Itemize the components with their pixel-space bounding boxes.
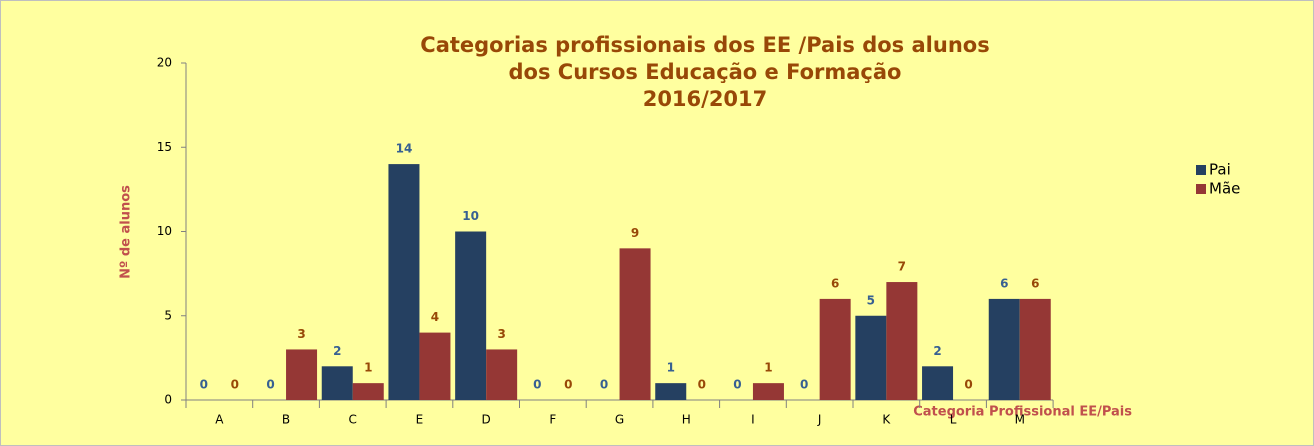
bar xyxy=(819,298,851,400)
data-label: 10 xyxy=(462,209,479,223)
data-label: 3 xyxy=(297,327,305,341)
data-label: 14 xyxy=(396,142,413,156)
bar xyxy=(619,248,651,400)
data-label: 6 xyxy=(1031,276,1039,290)
data-label: 0 xyxy=(231,378,239,392)
y-tick-label: 10 xyxy=(157,224,172,238)
data-label: 0 xyxy=(733,378,741,392)
x-tick-label: A xyxy=(215,413,224,427)
y-tick-label: 5 xyxy=(164,308,172,322)
data-label: 7 xyxy=(898,260,906,274)
bar xyxy=(922,366,954,400)
x-tick-label: G xyxy=(615,413,624,427)
x-tick-label: B xyxy=(282,413,290,427)
legend-swatch xyxy=(1196,165,1206,175)
legend-label: Pai xyxy=(1209,161,1231,179)
chart-title: dos Cursos Educação e Formação xyxy=(509,60,902,84)
y-axis-title: Nº de alunos xyxy=(119,185,134,279)
x-tick-label: M xyxy=(1015,413,1025,427)
x-tick-label: F xyxy=(549,413,556,427)
bar xyxy=(286,349,318,400)
bar xyxy=(752,383,784,400)
data-label: 0 xyxy=(800,378,808,392)
bar xyxy=(321,366,353,400)
y-tick-label: 15 xyxy=(157,140,172,154)
data-label: 0 xyxy=(698,378,706,392)
data-label: 2 xyxy=(333,344,341,358)
y-tick-label: 0 xyxy=(164,393,172,407)
x-tick-label: J xyxy=(817,413,822,427)
bar xyxy=(419,332,451,400)
data-label: 0 xyxy=(200,378,208,392)
data-label: 0 xyxy=(533,378,541,392)
data-label: 2 xyxy=(933,344,941,358)
legend-swatch xyxy=(1196,184,1206,194)
bar xyxy=(886,282,918,400)
x-tick-label: L xyxy=(950,413,957,427)
legend-label: Mãe xyxy=(1209,180,1240,198)
data-label: 0 xyxy=(600,378,608,392)
bar xyxy=(855,315,887,400)
data-label: 1 xyxy=(764,361,772,375)
y-tick-label: 20 xyxy=(157,56,172,70)
data-label: 6 xyxy=(1000,276,1008,290)
bar xyxy=(486,349,518,400)
data-label: 0 xyxy=(266,378,274,392)
data-label: 5 xyxy=(867,293,875,307)
x-axis-title: Categoria Profissional EE/Pais xyxy=(913,405,1132,420)
data-label: 1 xyxy=(667,361,675,375)
chart-title: Categorias profissionais dos EE /Pais do… xyxy=(420,33,989,57)
data-label: 0 xyxy=(964,378,972,392)
data-label: 3 xyxy=(497,327,505,341)
x-tick-label: C xyxy=(349,413,357,427)
bar xyxy=(1019,298,1051,400)
bar xyxy=(988,298,1020,400)
x-tick-label: H xyxy=(682,413,691,427)
bar xyxy=(455,231,487,400)
data-label: 9 xyxy=(631,226,639,240)
data-label: 4 xyxy=(431,310,439,324)
data-label: 0 xyxy=(564,378,572,392)
data-label: 6 xyxy=(831,276,839,290)
x-tick-label: K xyxy=(882,413,891,427)
chart-title: 2016/2017 xyxy=(643,87,768,111)
x-tick-label: D xyxy=(482,413,491,427)
x-tick-label: I xyxy=(751,413,755,427)
bar xyxy=(655,383,687,400)
bar xyxy=(388,164,420,400)
bar xyxy=(352,383,384,400)
x-tick-label: E xyxy=(416,413,424,427)
data-label: 1 xyxy=(364,361,372,375)
